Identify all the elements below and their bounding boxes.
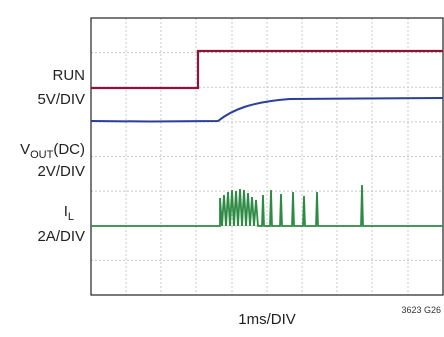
vout-scale: 2V/DIV	[37, 163, 85, 180]
vout-label: VOUT(DC)	[20, 141, 85, 161]
grid	[91, 18, 443, 295]
vout-sub: OUT	[30, 149, 54, 161]
vout-main: V	[20, 141, 30, 158]
il-trace	[91, 184, 443, 227]
vout-rest: (DC)	[53, 141, 85, 158]
il-scale: 2A/DIV	[37, 228, 85, 245]
time-scale: 1ms/DIV	[238, 311, 296, 328]
run-label: RUN	[53, 67, 86, 84]
plot-frame	[90, 17, 444, 296]
vout-trace	[90, 97, 444, 123]
il-sub: L	[68, 211, 74, 223]
run-scale: 5V/DIV	[37, 91, 85, 108]
il-main: I	[64, 203, 68, 220]
figure-id: 3623 G26	[401, 305, 441, 315]
run-trace	[91, 49, 443, 90]
il-label: IL	[64, 203, 74, 223]
